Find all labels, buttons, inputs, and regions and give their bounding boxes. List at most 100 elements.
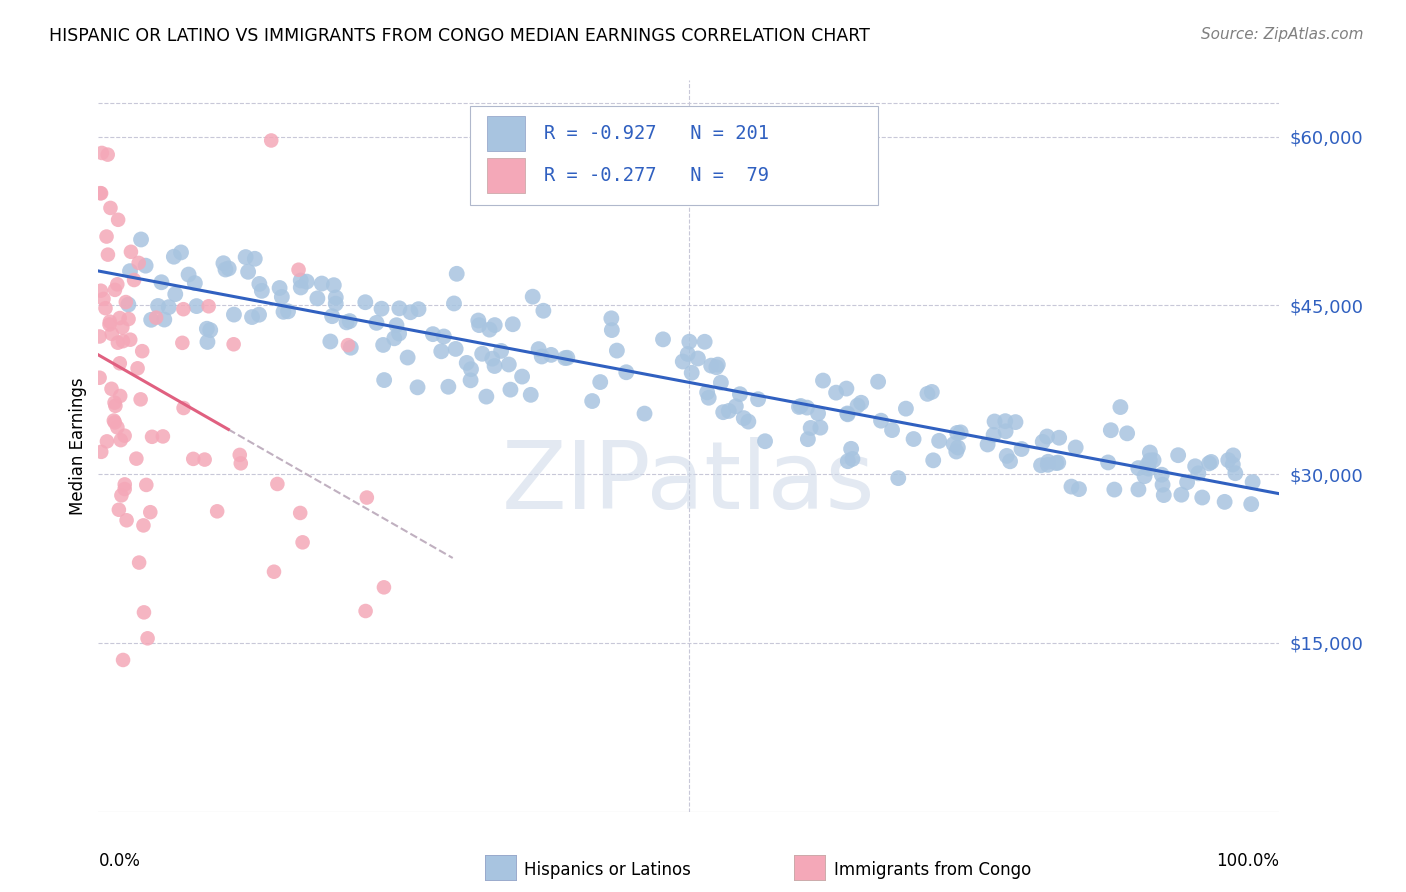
Point bbox=[222, 308, 245, 322]
Point bbox=[1097, 455, 1119, 469]
Point bbox=[100, 382, 122, 396]
Point bbox=[229, 456, 252, 470]
Point bbox=[172, 302, 194, 317]
Point bbox=[1184, 459, 1206, 474]
Point bbox=[1218, 453, 1240, 467]
Point bbox=[880, 423, 903, 437]
Point bbox=[100, 326, 122, 341]
Point bbox=[1240, 497, 1263, 511]
Point bbox=[1225, 466, 1247, 480]
Point bbox=[846, 399, 869, 413]
Point bbox=[97, 247, 120, 261]
Point bbox=[697, 391, 720, 405]
Point bbox=[108, 311, 131, 326]
Point bbox=[1153, 488, 1175, 502]
Point bbox=[903, 432, 925, 446]
Point bbox=[295, 275, 318, 289]
Point bbox=[531, 303, 554, 318]
FancyBboxPatch shape bbox=[471, 106, 877, 204]
Point bbox=[825, 385, 848, 400]
Point bbox=[949, 425, 972, 440]
Point bbox=[165, 287, 187, 301]
Point bbox=[108, 502, 131, 516]
Text: ZIPatlas: ZIPatlas bbox=[502, 436, 876, 529]
Point bbox=[247, 277, 270, 291]
Point bbox=[89, 329, 111, 343]
Point bbox=[811, 374, 834, 388]
Text: R = -0.277   N =  79: R = -0.277 N = 79 bbox=[544, 166, 769, 185]
Point bbox=[96, 229, 118, 244]
Point bbox=[481, 351, 503, 366]
Point bbox=[157, 300, 180, 314]
Point bbox=[1004, 415, 1026, 429]
Point bbox=[489, 343, 512, 358]
Point bbox=[127, 361, 149, 376]
Point bbox=[711, 405, 734, 419]
Point bbox=[335, 315, 357, 329]
Point bbox=[1036, 429, 1059, 443]
Point bbox=[868, 375, 890, 389]
Point bbox=[672, 354, 695, 368]
Point bbox=[456, 356, 478, 370]
FancyBboxPatch shape bbox=[486, 116, 524, 152]
Point bbox=[290, 506, 312, 520]
Point bbox=[339, 314, 361, 328]
Point bbox=[94, 301, 117, 316]
Point bbox=[139, 505, 162, 519]
Point bbox=[1060, 480, 1083, 494]
Point bbox=[103, 413, 125, 427]
Point bbox=[107, 335, 129, 350]
Point bbox=[104, 416, 127, 430]
Point bbox=[540, 348, 562, 362]
Point bbox=[807, 406, 830, 420]
Point bbox=[945, 444, 967, 458]
Point bbox=[90, 145, 112, 160]
Point bbox=[195, 322, 218, 336]
Point bbox=[870, 414, 893, 428]
Point bbox=[606, 343, 628, 358]
Point bbox=[104, 399, 127, 413]
Point bbox=[122, 273, 145, 287]
Point bbox=[89, 186, 111, 201]
Point bbox=[277, 304, 299, 318]
Point bbox=[150, 275, 173, 289]
Y-axis label: Median Earnings: Median Earnings bbox=[69, 377, 87, 515]
Point bbox=[837, 407, 859, 421]
Point bbox=[1139, 453, 1161, 467]
Point bbox=[135, 259, 157, 273]
Point bbox=[484, 318, 506, 332]
Point bbox=[1011, 442, 1033, 456]
Point bbox=[100, 201, 122, 215]
Point bbox=[90, 186, 112, 201]
Point bbox=[243, 252, 266, 266]
Point bbox=[406, 380, 429, 394]
Point bbox=[336, 338, 359, 352]
Point bbox=[408, 302, 430, 317]
Point bbox=[522, 290, 544, 304]
Point bbox=[260, 133, 283, 147]
Point bbox=[290, 273, 312, 287]
Point bbox=[994, 414, 1017, 428]
Point bbox=[172, 335, 194, 350]
Point bbox=[1142, 453, 1164, 467]
Point bbox=[205, 504, 228, 518]
Point bbox=[339, 341, 361, 355]
Text: Hispanics or Latinos: Hispanics or Latinos bbox=[524, 861, 692, 879]
Point bbox=[443, 296, 465, 310]
Point bbox=[1047, 456, 1070, 470]
Point bbox=[600, 323, 623, 337]
Point bbox=[633, 407, 655, 421]
Point bbox=[1067, 482, 1090, 496]
Point bbox=[108, 356, 131, 370]
Point bbox=[1222, 458, 1244, 472]
Point bbox=[396, 351, 419, 365]
Point bbox=[894, 401, 917, 416]
Point bbox=[796, 401, 818, 415]
Point bbox=[581, 394, 603, 409]
Point bbox=[700, 359, 723, 373]
Point bbox=[1029, 458, 1052, 473]
Point bbox=[250, 284, 273, 298]
Point bbox=[849, 396, 872, 410]
Point bbox=[510, 369, 533, 384]
Point bbox=[837, 407, 859, 421]
